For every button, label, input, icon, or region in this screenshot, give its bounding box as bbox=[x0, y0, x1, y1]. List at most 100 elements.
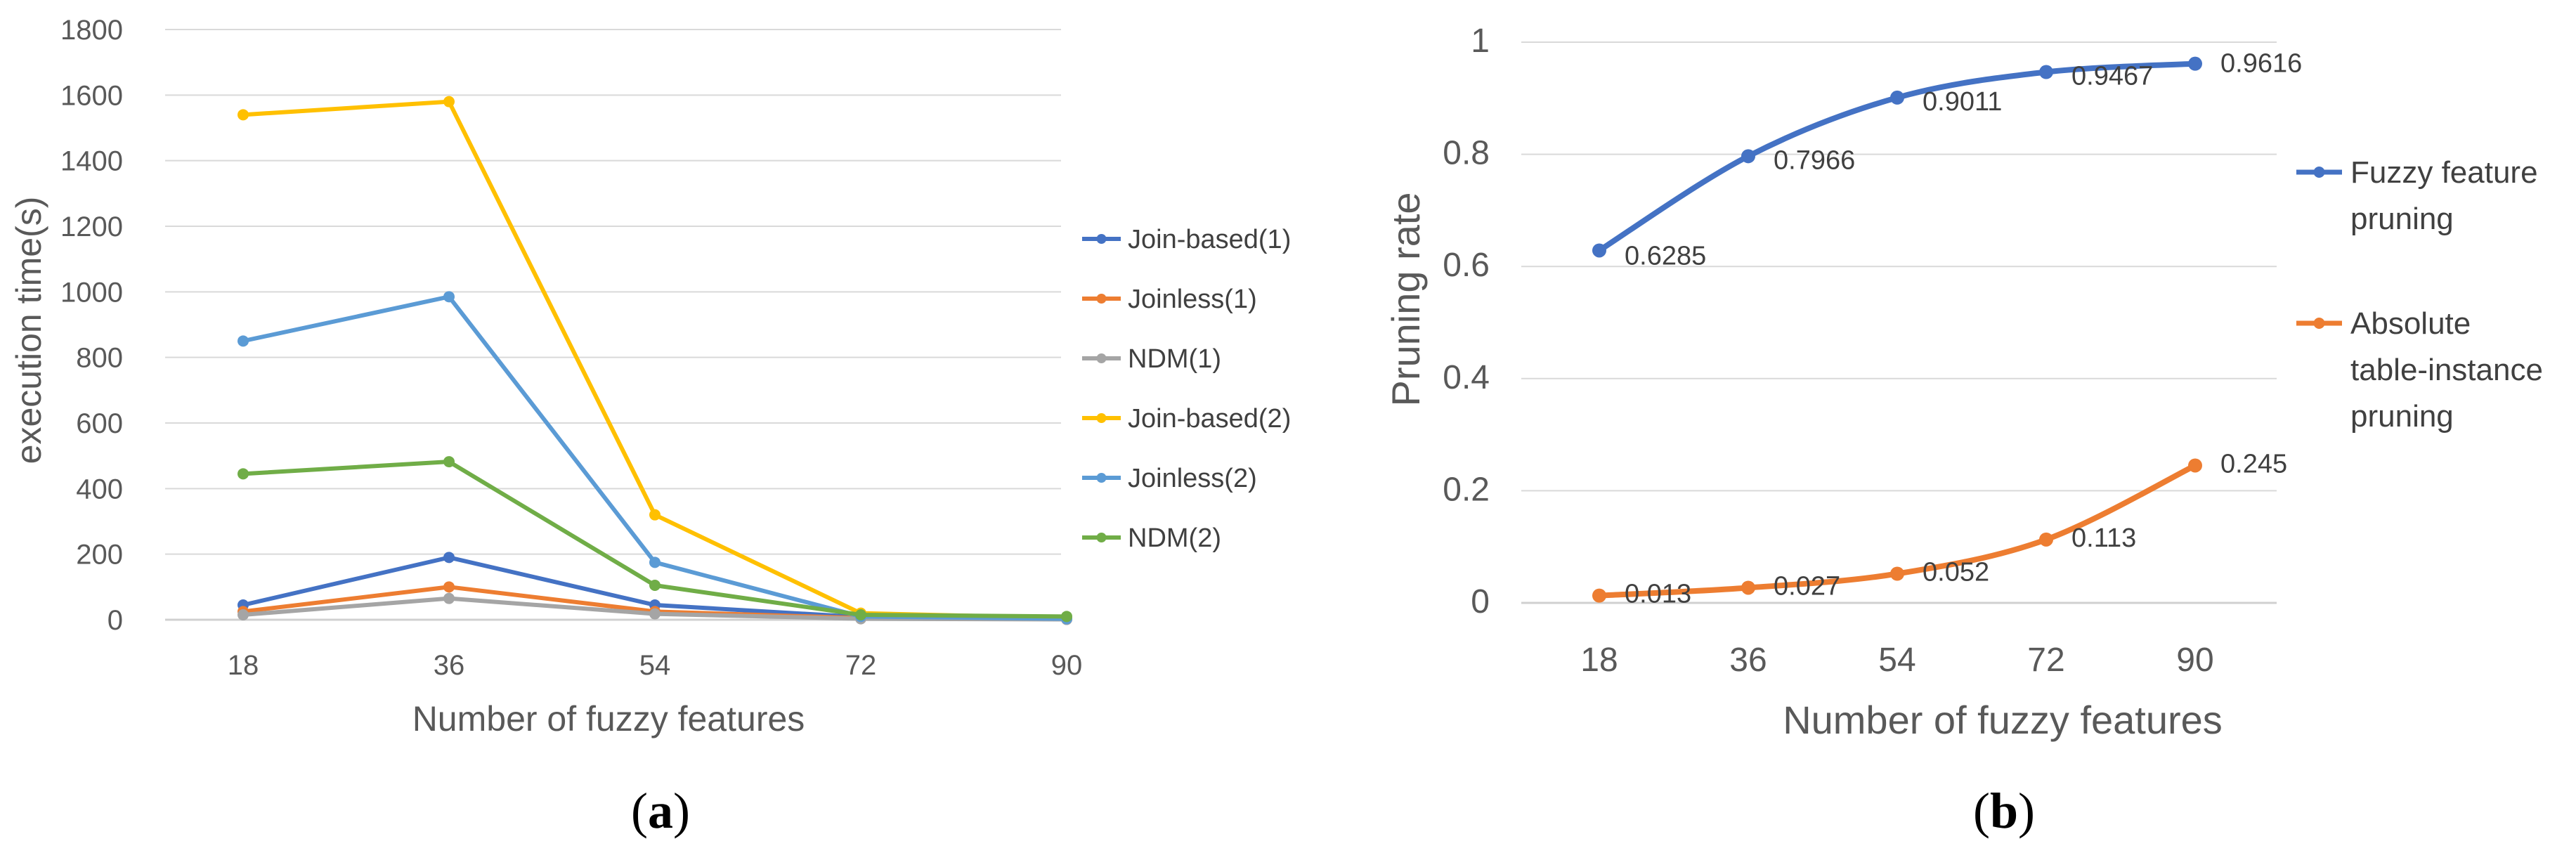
a-series-group bbox=[238, 96, 1072, 625]
a-data-point bbox=[443, 291, 455, 303]
a-x-axis-title: Number of fuzzy features bbox=[412, 699, 805, 738]
a-data-point bbox=[238, 335, 249, 347]
a-legend-label: NDM(1) bbox=[1128, 344, 1221, 374]
a-legend-marker bbox=[1096, 234, 1107, 244]
a-y-tick-label: 0 bbox=[108, 605, 123, 636]
b-panel-label: (b) bbox=[1973, 783, 2035, 839]
b-data-point bbox=[1741, 580, 1755, 595]
b-x-tick-label: 90 bbox=[2176, 642, 2213, 679]
b-y-tick-label: 0.8 bbox=[1443, 135, 1490, 172]
a-panel-label: (a) bbox=[631, 783, 690, 839]
a-data-point bbox=[443, 581, 455, 593]
b-x-tick-label: 54 bbox=[1878, 642, 1915, 679]
a-legend-marker bbox=[1096, 473, 1107, 483]
b-data-label: 0.245 bbox=[2220, 449, 2287, 479]
a-data-point bbox=[1061, 611, 1072, 623]
b-data-point bbox=[1741, 149, 1755, 164]
b-data-label: 0.013 bbox=[1625, 580, 1691, 609]
a-y-tick-label: 1400 bbox=[60, 146, 123, 177]
b-data-point bbox=[2188, 458, 2202, 473]
a-data-point bbox=[649, 608, 661, 620]
a-x-tick-label: 90 bbox=[1051, 650, 1083, 681]
a-series-line bbox=[241, 294, 1069, 621]
b-data-label: 0.027 bbox=[1774, 571, 1840, 601]
a-data-point bbox=[649, 509, 661, 521]
b-series-group bbox=[1592, 56, 2202, 603]
b-data-point bbox=[2039, 532, 2053, 547]
a-data-point bbox=[238, 468, 249, 480]
a-data-point bbox=[238, 109, 249, 121]
a-legend: Join-based(1) Joinless(1) NDM(1) Join-based… bbox=[1082, 225, 1291, 553]
b-data-point bbox=[2039, 65, 2053, 79]
a-y-tick-label: 600 bbox=[76, 408, 123, 439]
b-data-labels: 0.6285 0.7966 0.9011 0.9467 0.9616 0.013 0.027… bbox=[1625, 49, 2302, 609]
b-legend-marker bbox=[2313, 318, 2325, 329]
b-legend-label: Absolute table-instance pruning bbox=[2350, 306, 2543, 434]
a-legend-label: NDM(2) bbox=[1128, 523, 1221, 553]
b-x-tick-label: 72 bbox=[2027, 642, 2064, 679]
a-x-tick-labels: 18 36 54 72 90 bbox=[228, 650, 1083, 681]
a-y-tick-label: 1000 bbox=[60, 277, 123, 308]
a-y-tick-labels: 0 200 400 600 800 1000 1200 1400 1600 1800 bbox=[60, 15, 123, 636]
b-x-tick-label: 18 bbox=[1580, 642, 1618, 679]
a-data-point bbox=[238, 609, 249, 620]
b-data-point bbox=[1592, 588, 1606, 603]
b-data-label: 0.9011 bbox=[1923, 87, 2002, 117]
a-legend-label: Join-based(2) bbox=[1128, 404, 1291, 434]
a-data-point bbox=[649, 580, 661, 591]
a-legend-marker bbox=[1096, 353, 1107, 363]
a-data-point bbox=[443, 96, 455, 108]
b-legend-label: Fuzzy feature pruning bbox=[2350, 155, 2538, 236]
b-gridlines bbox=[1521, 41, 2277, 604]
b-data-label: 0.6285 bbox=[1625, 241, 1706, 271]
b-data-label: 0.113 bbox=[2071, 523, 2136, 553]
b-legend-marker bbox=[2313, 167, 2325, 178]
a-x-tick-label: 18 bbox=[228, 650, 259, 681]
a-y-tick-label: 1800 bbox=[60, 15, 123, 46]
a-legend-label: Joinless(2) bbox=[1128, 464, 1257, 493]
b-y-tick-label: 0.4 bbox=[1443, 359, 1490, 396]
a-series-line bbox=[241, 99, 1069, 620]
a-data-point bbox=[649, 557, 661, 568]
a-y-tick-label: 800 bbox=[76, 343, 123, 374]
b-data-label: 0.9616 bbox=[2220, 49, 2302, 79]
b-y-tick-label: 0.6 bbox=[1443, 247, 1490, 284]
b-x-axis-title: Number of fuzzy features bbox=[1783, 698, 2223, 742]
b-legend: Fuzzy feature pruning Absolute table-instan… bbox=[2296, 155, 2543, 434]
a-y-tick-label: 1200 bbox=[60, 212, 123, 242]
a-y-tick-label: 200 bbox=[76, 540, 123, 571]
a-y-axis-title: execution time(s) bbox=[9, 197, 48, 464]
a-legend-label: Joinless(1) bbox=[1128, 285, 1257, 314]
a-data-point bbox=[443, 592, 455, 604]
b-x-tick-label: 36 bbox=[1729, 642, 1767, 679]
b-panel-letter: b bbox=[1990, 783, 2018, 839]
a-data-point bbox=[855, 609, 866, 620]
b-data-label: 0.7966 bbox=[1774, 145, 1855, 175]
a-legend-marker bbox=[1096, 413, 1107, 423]
b-y-tick-label: 0 bbox=[1471, 583, 1490, 620]
b-y-tick-label: 1 bbox=[1471, 22, 1490, 60]
b-x-tick-labels: 18 36 54 72 90 bbox=[1580, 642, 2213, 679]
b-data-point bbox=[1890, 566, 1904, 581]
a-data-point bbox=[443, 456, 455, 468]
a-legend-marker bbox=[1096, 294, 1107, 304]
b-y-tick-labels: 0 0.2 0.4 0.6 0.8 1 bbox=[1443, 22, 1490, 620]
b-data-point bbox=[2188, 56, 2202, 71]
a-gridlines bbox=[165, 29, 1061, 621]
a-panel-letter: a bbox=[648, 783, 673, 839]
a-legend-label: Join-based(1) bbox=[1128, 225, 1291, 254]
b-data-label: 0.052 bbox=[1923, 558, 1989, 587]
a-data-point bbox=[443, 552, 455, 564]
a-x-tick-label: 54 bbox=[639, 650, 671, 681]
a-x-tick-label: 36 bbox=[434, 650, 465, 681]
b-data-point bbox=[1592, 243, 1606, 258]
a-y-tick-label: 400 bbox=[76, 474, 123, 505]
b-y-axis-title: Pruning rate bbox=[1384, 192, 1428, 406]
b-data-label: 0.9467 bbox=[2071, 62, 2153, 91]
a-legend-marker bbox=[1096, 533, 1107, 542]
a-series-line bbox=[241, 460, 1069, 619]
chart-b: 00.20.40.60.81 18 36 54 72 90 0.62850.79660.… bbox=[1384, 22, 2543, 839]
b-y-tick-label: 0.2 bbox=[1443, 471, 1490, 508]
a-x-tick-label: 72 bbox=[845, 650, 877, 681]
